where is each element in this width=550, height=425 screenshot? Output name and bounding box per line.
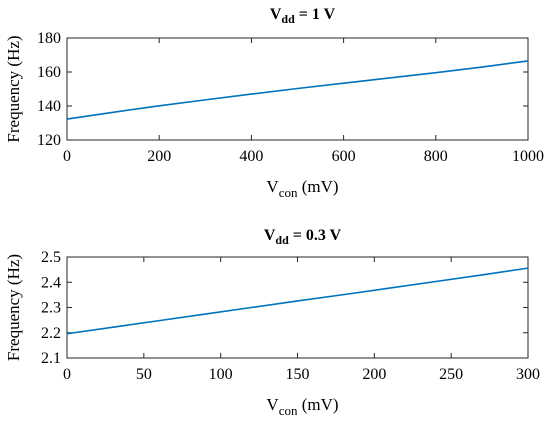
- chart-title: Vdd = 0.3 V: [264, 227, 342, 247]
- chart-1: Vdd = 1 V 0 200 400 600 800 1000 120 140 160 180 Fr…: [4, 6, 544, 200]
- title-main: V: [270, 6, 282, 23]
- x-tick-label: 150: [286, 366, 310, 383]
- x-axis-label: Vcon (mV): [266, 177, 338, 200]
- title-rest: = 0.3 V: [289, 227, 342, 244]
- x-label-main: V: [266, 177, 279, 196]
- y-tick-label: 180: [37, 30, 61, 47]
- title-subscript: dd: [275, 233, 289, 247]
- x-label-subscript: con: [279, 185, 298, 200]
- y-tick-label: 120: [37, 132, 61, 149]
- y-tick-label: 160: [37, 64, 61, 81]
- x-label-rest: (mV): [297, 177, 338, 196]
- title-subscript: dd: [281, 12, 295, 26]
- x-tick-label: 100: [209, 366, 233, 383]
- x-tick-label: 200: [362, 366, 386, 383]
- series-line-1: [66, 267, 529, 335]
- y-tick-label: 2.5: [41, 249, 61, 266]
- plot-frame: [66, 37, 529, 141]
- x-label-subscript: con: [279, 403, 298, 418]
- title-main: V: [264, 227, 276, 244]
- x-label-main: V: [266, 395, 279, 414]
- x-axis-label: Vcon (mV): [266, 395, 338, 418]
- chart-title: Vdd = 1 V: [270, 6, 336, 26]
- series-line-1: [66, 60, 529, 120]
- x-tick-label: 50: [136, 366, 152, 383]
- x-tick-label: 800: [424, 148, 448, 165]
- x-tick-label: 600: [332, 148, 356, 165]
- x-tick-label: 1000: [512, 148, 544, 165]
- x-tick-label: 0: [63, 366, 71, 383]
- x-tick-label: 300: [516, 366, 540, 383]
- y-tick-label: 2.4: [41, 274, 61, 291]
- y-tick-label: 2.3: [41, 300, 61, 317]
- x-tick-label: 250: [439, 366, 463, 383]
- chart-2: Vdd = 0.3 V 0 50 100 150 200 250 300 2.1 2.2 2.3 2.…: [4, 227, 540, 418]
- x-tick-label: 400: [239, 148, 263, 165]
- plot-frame: [66, 256, 529, 359]
- y-tick-label: 140: [37, 98, 61, 115]
- x-tick-label: 0: [63, 148, 71, 165]
- x-label-rest: (mV): [297, 395, 338, 414]
- title-rest: = 1 V: [295, 6, 336, 23]
- y-axis-label: Frequency (Hz): [4, 35, 23, 142]
- y-tick-label: 2.2: [41, 325, 61, 342]
- y-tick-label: 2.1: [41, 350, 61, 367]
- y-axis-label: Frequency (Hz): [4, 254, 23, 361]
- x-tick-label: 200: [147, 148, 171, 165]
